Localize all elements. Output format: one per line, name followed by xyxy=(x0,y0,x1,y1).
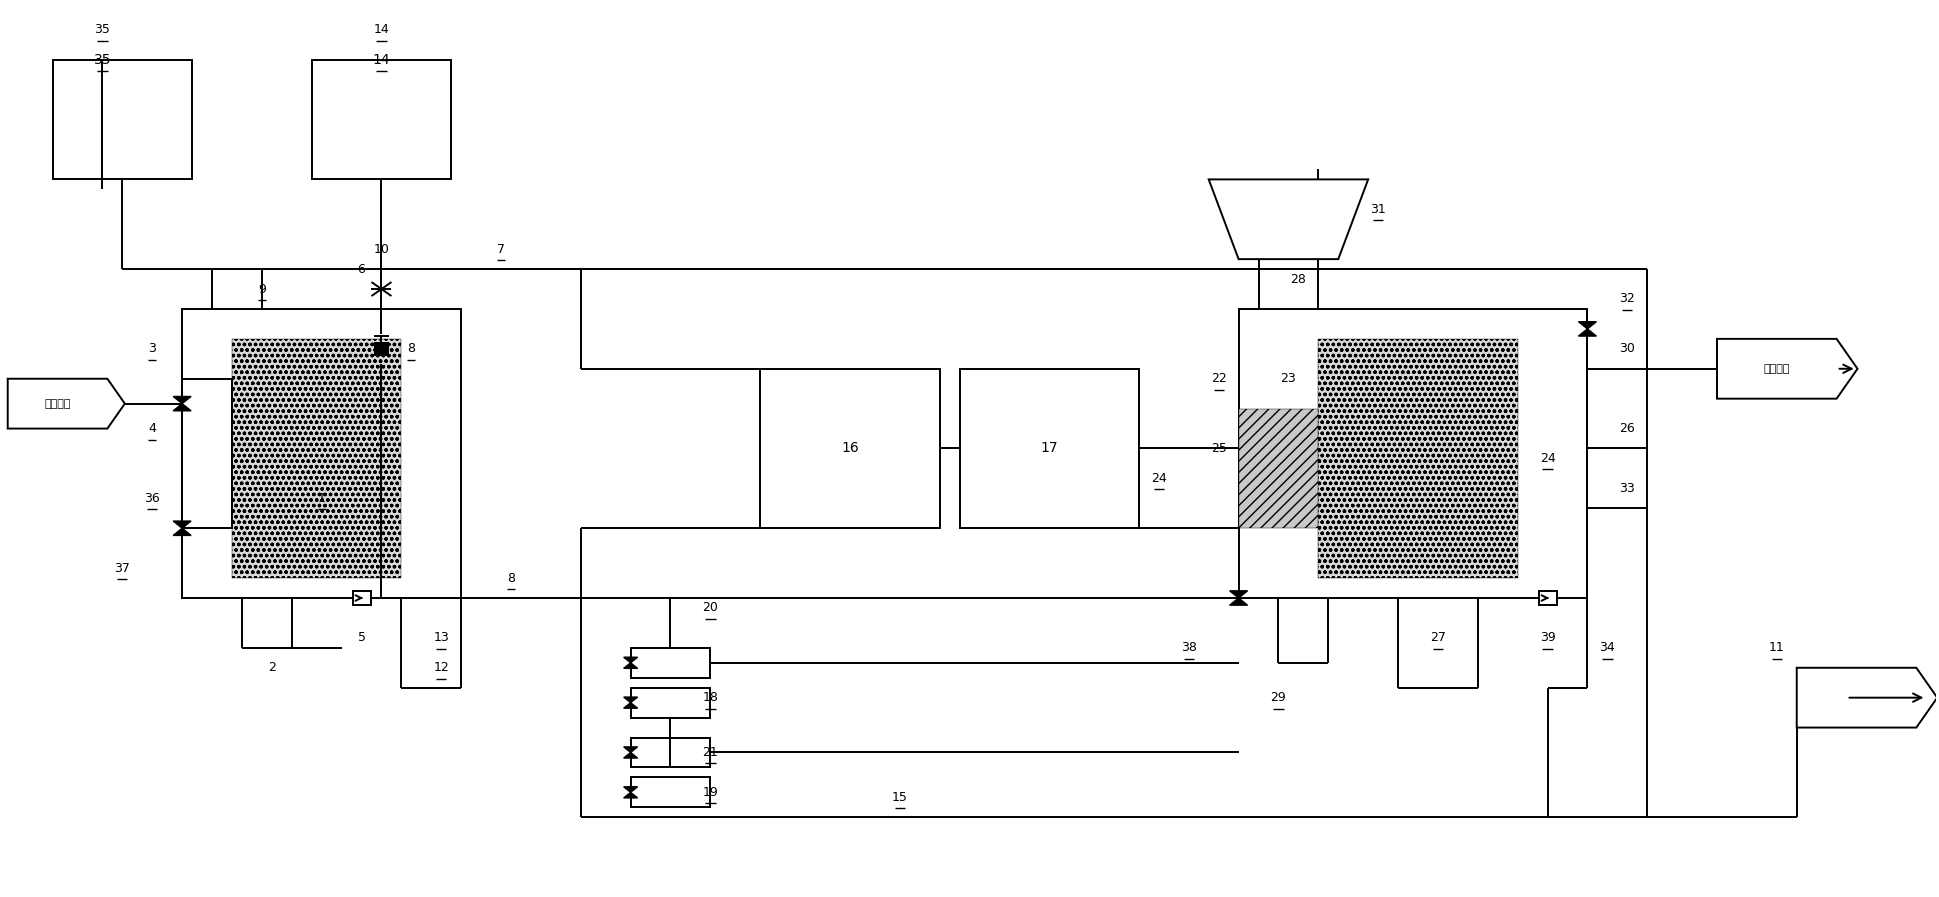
Text: 3: 3 xyxy=(147,343,157,355)
Bar xyxy=(630,778,710,807)
Text: 5: 5 xyxy=(357,631,366,644)
Polygon shape xyxy=(624,702,638,709)
Bar xyxy=(182,379,233,528)
Text: 达标排放: 达标排放 xyxy=(1764,364,1790,374)
Text: 14: 14 xyxy=(374,23,390,37)
Text: 1: 1 xyxy=(318,492,326,505)
Polygon shape xyxy=(1229,598,1247,605)
Polygon shape xyxy=(624,753,638,758)
Polygon shape xyxy=(1718,339,1858,398)
Bar xyxy=(630,648,710,678)
Polygon shape xyxy=(624,747,638,753)
Text: 26: 26 xyxy=(1619,422,1635,435)
Bar xyxy=(312,60,452,179)
Text: 37: 37 xyxy=(114,562,130,575)
Text: 24: 24 xyxy=(1540,452,1555,465)
Polygon shape xyxy=(624,792,638,798)
Polygon shape xyxy=(173,396,192,404)
Text: 16: 16 xyxy=(842,441,859,456)
Polygon shape xyxy=(1578,329,1596,336)
Polygon shape xyxy=(1208,179,1369,259)
Polygon shape xyxy=(1578,322,1596,329)
Text: 17: 17 xyxy=(1041,441,1059,456)
Text: 30: 30 xyxy=(1619,343,1635,355)
Bar xyxy=(960,369,1138,528)
Text: 25: 25 xyxy=(1210,442,1227,455)
Polygon shape xyxy=(173,528,192,536)
Bar xyxy=(760,369,940,528)
Text: 8: 8 xyxy=(506,571,516,585)
Text: 29: 29 xyxy=(1270,692,1286,704)
Text: 6: 6 xyxy=(357,263,365,275)
Bar xyxy=(1540,591,1557,605)
Polygon shape xyxy=(1797,667,1937,727)
Polygon shape xyxy=(173,521,192,528)
Text: 14: 14 xyxy=(372,53,390,66)
Bar xyxy=(52,60,192,179)
Text: 34: 34 xyxy=(1600,641,1615,654)
Text: 38: 38 xyxy=(1181,641,1196,654)
Text: 4: 4 xyxy=(147,422,157,435)
Text: 31: 31 xyxy=(1371,203,1386,216)
Text: 18: 18 xyxy=(702,692,717,704)
Bar xyxy=(182,309,461,598)
Text: 27: 27 xyxy=(1429,631,1446,644)
Bar xyxy=(1239,409,1319,528)
Bar xyxy=(374,343,388,355)
Text: 28: 28 xyxy=(1291,273,1307,285)
Polygon shape xyxy=(624,663,638,668)
Text: 13: 13 xyxy=(434,631,450,644)
Text: 39: 39 xyxy=(1540,631,1555,644)
Bar xyxy=(630,688,710,718)
Text: 35: 35 xyxy=(93,53,111,66)
Text: 19: 19 xyxy=(702,786,717,799)
Text: 35: 35 xyxy=(95,23,111,37)
Polygon shape xyxy=(624,658,638,663)
Text: 24: 24 xyxy=(1152,472,1167,485)
Bar xyxy=(1239,309,1588,598)
Bar xyxy=(630,737,710,768)
Text: 23: 23 xyxy=(1280,372,1297,385)
Polygon shape xyxy=(173,404,192,411)
Polygon shape xyxy=(624,787,638,792)
Text: 33: 33 xyxy=(1619,482,1635,495)
Bar xyxy=(1319,339,1518,578)
Text: 9: 9 xyxy=(258,283,266,295)
Polygon shape xyxy=(624,697,638,702)
Text: 白酒废水: 白酒废水 xyxy=(45,398,72,409)
Text: 2: 2 xyxy=(268,661,275,675)
Bar xyxy=(233,339,401,578)
Polygon shape xyxy=(1229,591,1247,598)
Text: 21: 21 xyxy=(702,746,717,759)
Text: 10: 10 xyxy=(374,243,390,256)
Polygon shape xyxy=(8,379,124,429)
Text: 15: 15 xyxy=(892,791,907,804)
Text: 36: 36 xyxy=(143,492,161,505)
Bar xyxy=(353,591,370,605)
Text: 20: 20 xyxy=(702,602,717,614)
Text: 8: 8 xyxy=(407,343,415,355)
Text: 7: 7 xyxy=(496,243,504,256)
Text: 32: 32 xyxy=(1619,292,1635,306)
Text: 12: 12 xyxy=(434,661,450,675)
Text: 11: 11 xyxy=(1768,641,1784,654)
Text: 22: 22 xyxy=(1210,372,1227,385)
